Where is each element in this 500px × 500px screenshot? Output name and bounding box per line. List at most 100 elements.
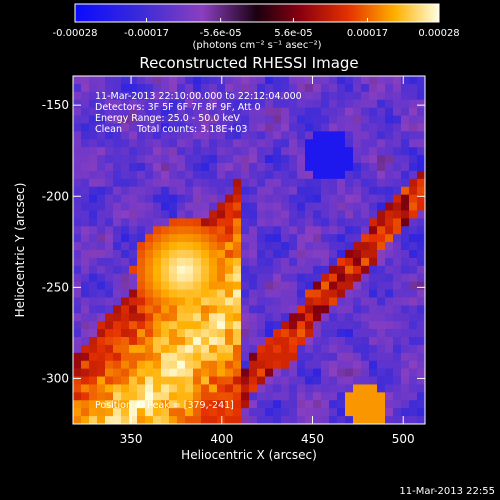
heatmap-cell [313, 257, 322, 267]
heatmap-cell [337, 368, 346, 378]
heatmap-cell [97, 392, 106, 401]
heatmap-cell [257, 313, 266, 322]
heatmap-cell [129, 297, 138, 306]
heatmap-cell [385, 329, 394, 338]
heatmap-cell [129, 400, 138, 409]
heatmap-cell [297, 115, 306, 125]
heatmap-cell [305, 226, 314, 235]
heatmap-cell [345, 131, 354, 140]
heatmap-cell [97, 186, 106, 196]
heatmap-cell [121, 91, 130, 101]
heatmap-cell [241, 281, 250, 291]
heatmap-cell [185, 273, 194, 283]
heatmap-cell [105, 226, 114, 235]
heatmap-cell [249, 305, 258, 314]
heatmap-cell [137, 321, 146, 330]
heatmap-cell [113, 313, 122, 322]
heatmap-cell [401, 321, 410, 330]
heatmap-cell [321, 329, 330, 338]
heatmap-cell [201, 139, 210, 148]
heatmap-cell [161, 321, 170, 330]
heatmap-cell [121, 178, 130, 188]
heatmap-cell [129, 131, 138, 140]
heatmap-cell [297, 408, 306, 417]
heatmap-cell [273, 344, 282, 354]
heatmap-cell [265, 107, 274, 117]
heatmap-cell [73, 344, 82, 354]
heatmap-cell [209, 163, 218, 172]
heatmap-cell [225, 344, 234, 354]
heatmap-cell [409, 273, 418, 283]
heatmap-cell [73, 194, 82, 204]
heatmap-cell [113, 107, 122, 117]
heatmap-cell [129, 155, 138, 164]
heatmap-cell [73, 352, 82, 362]
heatmap-cell [81, 400, 90, 409]
heatmap-cell [377, 76, 386, 85]
heatmap-cell [321, 368, 330, 378]
heatmap-cell [121, 194, 130, 204]
heatmap-cell [145, 202, 154, 212]
heatmap-cell [369, 178, 378, 188]
heatmap-cell [193, 400, 202, 409]
heatmap-cell [273, 352, 282, 362]
heatmap-cell [153, 392, 162, 401]
heatmap-cell [113, 416, 122, 424]
heatmap-cell [177, 297, 186, 306]
heatmap-cell [105, 250, 114, 259]
heatmap-cell [393, 170, 402, 180]
heatmap-cell [105, 139, 114, 148]
heatmap-cell [225, 186, 234, 196]
heatmap-cell [217, 91, 226, 101]
heatmap-cell [169, 83, 178, 93]
heatmap-cell [105, 400, 114, 409]
heatmap-cell [289, 400, 298, 409]
heatmap-cell [153, 218, 162, 227]
heatmap-cell [81, 392, 90, 401]
heatmap-cell [97, 226, 106, 235]
heatmap-cell [241, 250, 250, 259]
heatmap-cell [97, 368, 106, 378]
heatmap-cell [161, 163, 170, 172]
heatmap-cell [417, 210, 425, 219]
heatmap-cell [225, 352, 234, 362]
heatmap-cell [329, 115, 338, 125]
heatmap-cell [153, 400, 162, 409]
heatmap-cell [289, 178, 298, 188]
heatmap-cell [417, 313, 425, 322]
heatmap-cell [233, 321, 242, 330]
heatmap-cell [369, 186, 378, 196]
heatmap-cell [417, 178, 425, 188]
heatmap-cell [161, 170, 170, 180]
heatmap-cell [249, 115, 258, 125]
heatmap-cell [169, 281, 178, 291]
heatmap-cell [241, 99, 250, 109]
heatmap-cell [393, 210, 402, 219]
heatmap-cell [153, 289, 162, 299]
heatmap-cell [81, 329, 90, 338]
heatmap-cell [209, 321, 218, 330]
heatmap-cell [121, 297, 130, 306]
heatmap-cell [105, 257, 114, 267]
heatmap-cell [201, 352, 210, 362]
heatmap-cell [249, 384, 258, 393]
heatmap-cell [297, 297, 306, 306]
heatmap-cell [265, 281, 274, 291]
heatmap-cell [113, 76, 122, 85]
heatmap-cell [257, 352, 266, 362]
heatmap-cell [161, 281, 170, 291]
heatmap-cell [417, 218, 425, 227]
heatmap-cell [337, 202, 346, 212]
heatmap-cell [385, 163, 394, 172]
heatmap-cell [257, 297, 266, 306]
heatmap-cell [353, 257, 362, 267]
heatmap-cell [377, 313, 386, 322]
heatmap-cell [329, 384, 338, 393]
heatmap-cell [337, 257, 346, 267]
heatmap-cell [273, 178, 282, 188]
heatmap-cell [313, 139, 322, 148]
heatmap-cell [201, 91, 210, 101]
colorbar-tick-label: -5.6e-05 [200, 28, 242, 39]
heatmap-cell [73, 368, 82, 378]
heatmap-cell [97, 242, 106, 251]
